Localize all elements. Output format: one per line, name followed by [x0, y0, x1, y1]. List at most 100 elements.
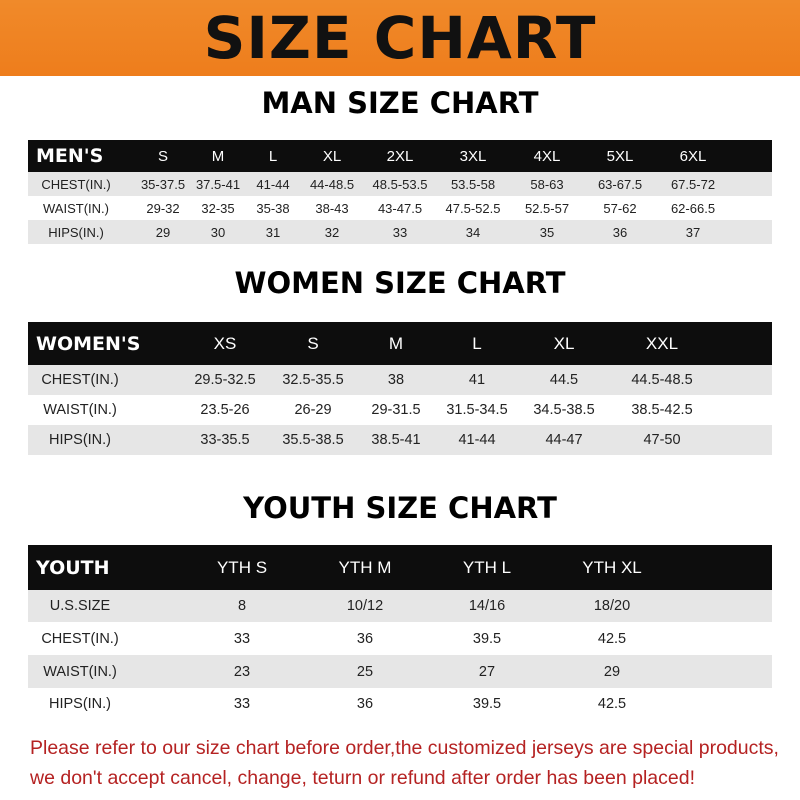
size-header: 4XL — [533, 147, 561, 165]
women-table-title: WOMEN'S — [36, 332, 141, 355]
youth-table-row: U.S.SIZE 8 10/12 14/16 18/20 — [28, 590, 772, 622]
size-value: 36 — [356, 696, 374, 712]
size-value: 52.5-57 — [524, 200, 570, 216]
size-value: 35.5-38.5 — [282, 432, 344, 448]
size-value: 44.5-48.5 — [631, 372, 693, 388]
women-table-row: CHEST(IN.) 29.5-32.5 32.5-35.5 38 41 44.5 44.5… — [28, 365, 772, 395]
size-value: 44-47 — [545, 432, 583, 448]
size-value: 32.5-35.5 — [282, 372, 344, 388]
size-value: 36 — [612, 224, 628, 240]
youth-table-row: CHEST(IN.) 33 36 39.5 42.5 — [28, 622, 772, 655]
women-table-row: HIPS(IN.) 33-35.5 35.5-38.5 38.5-41 41-44 44-… — [28, 425, 772, 455]
size-value: 35-38 — [256, 200, 290, 216]
size-value: 14/16 — [468, 598, 506, 614]
women-title: WOMEN SIZE CHART — [234, 266, 566, 300]
row-label: WAIST(IN.) — [43, 402, 117, 418]
size-value: 8 — [237, 598, 247, 614]
size-value: 36 — [356, 630, 374, 647]
size-value: 41-44 — [256, 176, 290, 192]
size-value: 44-48.5 — [309, 176, 355, 192]
size-header: 5XL — [606, 147, 634, 165]
size-value: 18/20 — [593, 598, 631, 614]
size-value: 41 — [468, 372, 486, 388]
size-header: YTH S — [216, 557, 268, 577]
size-header: 2XL — [386, 147, 414, 165]
size-value: 34.5-38.5 — [533, 402, 595, 418]
size-value: 67.5-72 — [670, 176, 716, 192]
size-value: 33 — [392, 224, 408, 240]
size-header: XL — [322, 147, 342, 165]
size-value: 42.5 — [597, 630, 627, 647]
youth-header-row: YOUTH YTH S YTH M YTH L YTH XL — [28, 545, 772, 590]
size-value: 39.5 — [472, 630, 502, 647]
size-header: XL — [553, 333, 575, 353]
size-value: 33 — [233, 630, 251, 647]
size-value: 23 — [233, 663, 251, 680]
row-label: WAIST(IN.) — [43, 663, 117, 680]
men-table-title: MEN'S — [36, 145, 104, 167]
size-value: 34 — [465, 224, 481, 240]
size-value: 58-63 — [530, 176, 564, 192]
size-value: 42.5 — [597, 696, 627, 712]
size-value: 47.5-52.5 — [445, 200, 501, 216]
banner: SIZE CHART — [0, 0, 800, 76]
size-header: YTH XL — [582, 557, 642, 577]
row-label: U.S.SIZE — [49, 598, 111, 614]
row-label: HIPS(IN.) — [48, 224, 104, 240]
size-value: 63-67.5 — [597, 176, 643, 192]
size-value: 35 — [539, 224, 555, 240]
banner-title: SIZE CHART — [203, 4, 597, 72]
size-value: 38.5-41 — [371, 432, 421, 448]
size-header: L — [268, 147, 278, 165]
size-value: 35-37.5 — [140, 176, 186, 192]
size-value: 29-31.5 — [371, 402, 421, 418]
size-value: 48.5-53.5 — [372, 176, 428, 192]
size-value: 31 — [265, 224, 281, 240]
men-title: MAN SIZE CHART — [261, 86, 539, 120]
size-header: YTH L — [462, 557, 512, 577]
women-table-row: WAIST(IN.) 23.5-26 26-29 29-31.5 31.5-34.5 34… — [28, 395, 772, 425]
size-value: 53.5-58 — [450, 176, 496, 192]
footer-line-1: Please refer to our size chart before or… — [30, 737, 779, 759]
footer-line-2: we don't accept cancel, change, teturn o… — [30, 767, 695, 789]
size-value: 38-43 — [315, 200, 349, 216]
row-label: CHEST(IN.) — [41, 176, 111, 192]
size-value: 23.5-26 — [200, 402, 250, 418]
men-table-row: WAIST(IN.) 29-32 32-35 35-38 38-43 43-47.5 47.… — [28, 196, 772, 220]
size-header: S — [157, 147, 169, 165]
size-value: 10/12 — [346, 598, 384, 614]
size-value: 31.5-34.5 — [446, 402, 508, 418]
size-value: 33-35.5 — [200, 432, 250, 448]
size-value: 47-50 — [643, 432, 681, 448]
row-label: HIPS(IN.) — [48, 696, 112, 712]
size-value: 25 — [356, 663, 374, 680]
size-value: 29 — [155, 224, 171, 240]
women-header-row: WOMEN'S XS S M L XL XXL — [28, 322, 772, 365]
size-header: L — [472, 333, 482, 353]
size-value: 29.5-32.5 — [194, 372, 256, 388]
size-header: M — [211, 147, 225, 165]
size-header: M — [388, 333, 404, 353]
youth-title: YOUTH SIZE CHART — [243, 491, 557, 525]
men-table-row: HIPS(IN.) 29 30 31 32 33 34 35 36 37 — [28, 220, 772, 244]
size-value: 62-66.5 — [670, 200, 716, 216]
size-value: 32 — [324, 224, 340, 240]
size-header: YTH M — [338, 557, 392, 577]
footer-note: Please refer to our size chart before or… — [30, 733, 790, 793]
size-value: 33 — [233, 696, 251, 712]
size-header: 6XL — [679, 147, 707, 165]
size-value: 43-47.5 — [377, 200, 423, 216]
size-value: 57-62 — [603, 200, 637, 216]
row-label: WAIST(IN.) — [43, 200, 109, 216]
youth-table-title: YOUTH — [36, 556, 110, 579]
size-value: 29 — [603, 663, 621, 680]
size-header: XXL — [645, 333, 679, 353]
size-header: S — [307, 333, 319, 353]
row-label: CHEST(IN.) — [41, 630, 119, 647]
size-value: 30 — [210, 224, 226, 240]
youth-table-row: HIPS(IN.) 33 36 39.5 42.5 — [28, 688, 772, 720]
youth-table-row: WAIST(IN.) 23 25 27 29 — [28, 655, 772, 688]
size-value: 27 — [478, 663, 496, 680]
size-value: 38.5-42.5 — [631, 402, 693, 418]
size-value: 44.5 — [549, 372, 579, 388]
